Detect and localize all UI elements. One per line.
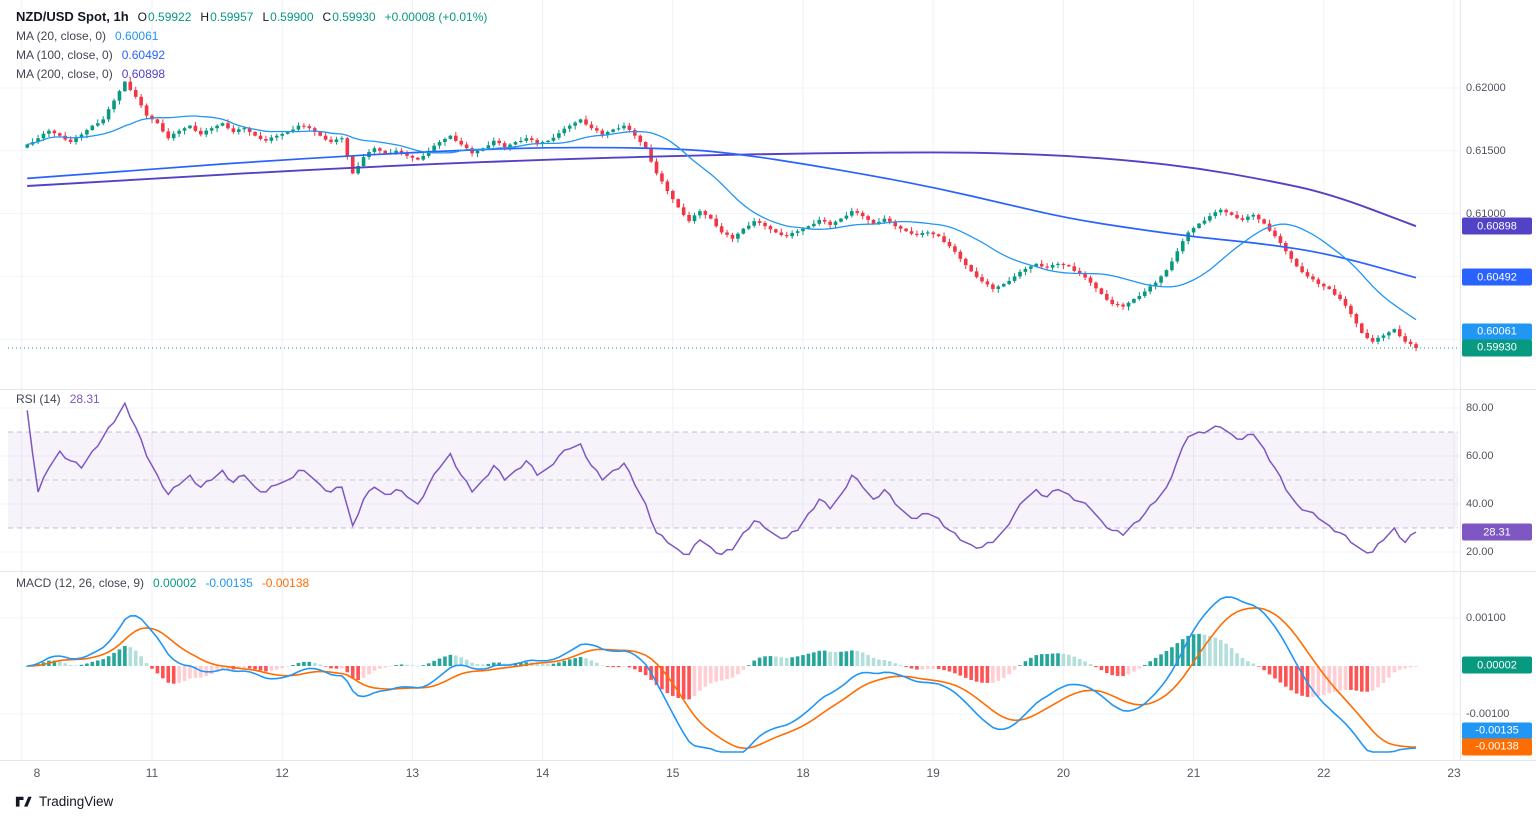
rsi-line xyxy=(26,401,1417,556)
gridlines xyxy=(0,0,1460,760)
ma200-legend-row[interactable]: MA (200, close, 0) 0.60898 xyxy=(16,67,487,81)
rsi-panel xyxy=(8,401,1458,556)
ma200-value: 0.60898 xyxy=(121,67,166,81)
price-change: +0.00008 (+0.01%) xyxy=(384,10,488,24)
macd-legend[interactable]: MACD (12, 26, close, 9) 0.00002 -0.00135… xyxy=(16,576,309,595)
ohlc-close: C0.59930 xyxy=(322,10,376,24)
ma100-value: 0.60492 xyxy=(121,48,166,62)
ma20-legend-row[interactable]: MA (20, close, 0) 0.60061 xyxy=(16,29,487,43)
moving-averages xyxy=(27,115,1417,321)
macd-panel xyxy=(25,596,1418,753)
macd-signal-value: -0.00138 xyxy=(261,576,310,590)
symbol-row: NZD/USD Spot, 1h O0.59922 H0.59957 L0.59… xyxy=(16,9,487,24)
ohlc-high: H0.59957 xyxy=(200,10,254,24)
symbol-title: NZD/USD Spot, 1h xyxy=(16,9,129,24)
macd-signal-line xyxy=(27,607,1417,750)
ma200-line xyxy=(27,151,1417,228)
rsi-value: 28.31 xyxy=(69,392,100,406)
rsi-band xyxy=(8,432,1458,528)
rsi-label: RSI (14) xyxy=(16,392,61,406)
macd-label: MACD (12, 26, close, 9) xyxy=(16,576,145,590)
ma200-label: MA (200, close, 0) xyxy=(16,67,113,81)
tradingview-logo[interactable]: TradingView xyxy=(14,792,113,811)
macd-line-value: -0.00135 xyxy=(205,576,253,590)
candles xyxy=(25,77,1418,352)
ma20-line xyxy=(27,115,1417,321)
ma100-legend-row[interactable]: MA (100, close, 0) 0.60492 xyxy=(16,48,487,62)
ma20-value: 0.60061 xyxy=(115,29,159,43)
ohlc-open: O0.59922 xyxy=(137,10,192,24)
macd-line xyxy=(27,596,1417,753)
main-legend: NZD/USD Spot, 1h O0.59922 H0.59957 L0.59… xyxy=(16,9,487,86)
tradingview-logo-text: TradingView xyxy=(39,794,114,809)
tradingview-logo-icon xyxy=(15,796,32,807)
ohlc-low: L0.59900 xyxy=(262,10,314,24)
ma100-label: MA (100, close, 0) xyxy=(16,48,113,62)
rsi-legend[interactable]: RSI (14) 28.31 xyxy=(16,392,100,411)
ma100-line xyxy=(27,146,1417,279)
macd-hist-value: 0.00002 xyxy=(153,576,197,590)
ma20-label: MA (20, close, 0) xyxy=(16,29,107,43)
